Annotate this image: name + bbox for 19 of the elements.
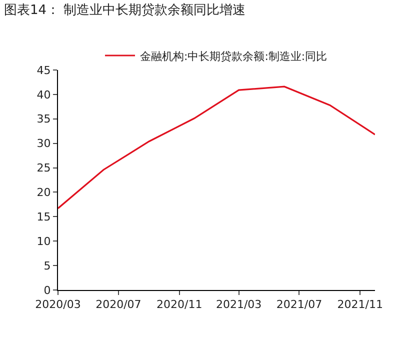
line-series — [58, 86, 375, 210]
x-tick-label: 2020/03 — [35, 298, 81, 312]
x-tick-label: 2021/11 — [337, 298, 383, 312]
y-tick-label: 0 — [44, 284, 51, 297]
y-tick-label: 15 — [36, 210, 51, 224]
y-tick-label: 35 — [36, 112, 51, 126]
x-tick-label: 2021/07 — [276, 298, 322, 312]
y-tick-label: 25 — [36, 162, 51, 175]
y-tick-label: 40 — [36, 88, 51, 102]
y-tick-label: 45 — [36, 64, 51, 77]
chart-title: 图表14： 制造业中长期贷款余额同比增速 — [4, 3, 246, 18]
x-tick-label: 2021/03 — [216, 298, 262, 312]
y-tick-label: 30 — [36, 137, 51, 150]
y-tick-label: 20 — [36, 186, 51, 200]
x-tick-label: 2020/07 — [96, 298, 142, 312]
y-tick-label: 5 — [44, 259, 51, 272]
y-tick-label: 10 — [36, 234, 51, 248]
x-tick-label: 2020/11 — [156, 298, 202, 312]
legend-label: 金融机构:中长期贷款余额:制造业:同比 — [140, 50, 328, 63]
